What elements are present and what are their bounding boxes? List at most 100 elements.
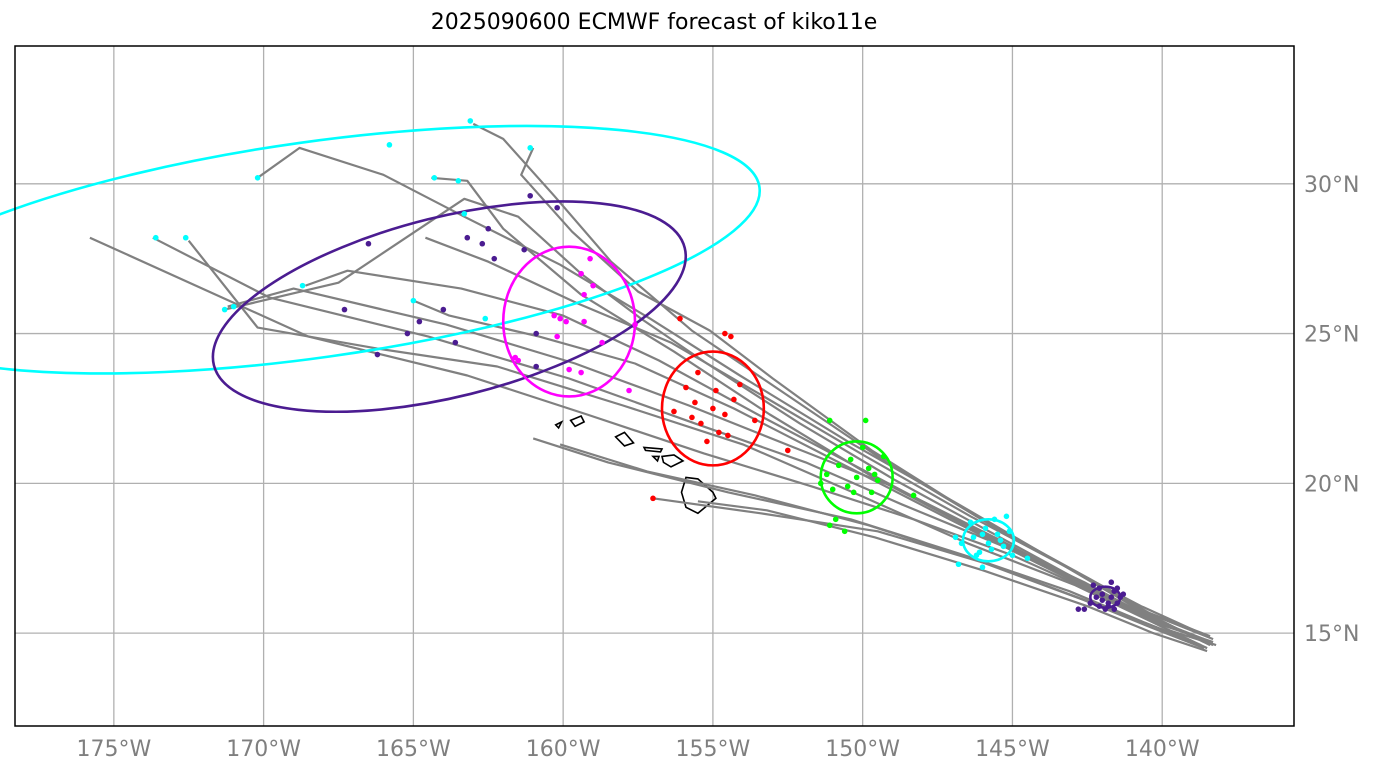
forecast-position-dot — [299, 282, 306, 289]
forecast-position-dot — [710, 405, 716, 412]
forecast-position-dot — [467, 118, 474, 124]
island-outline — [651, 455, 661, 463]
forecast-position-dot — [590, 282, 596, 289]
forecast-position-dot — [737, 381, 743, 388]
forecast-position-dot — [979, 531, 986, 538]
forecast-position-dot — [557, 315, 563, 322]
forecast-position-dot — [1102, 606, 1109, 612]
forecast-position-dot — [784, 447, 791, 454]
forecast-position-dot — [1009, 552, 1016, 559]
forecast-position-dot — [1024, 555, 1031, 562]
uncertainty-ellipse — [211, 200, 688, 414]
forecast-position-dot — [221, 306, 228, 313]
forecast-position-dot — [985, 540, 992, 547]
forecast-position-dot — [952, 534, 959, 541]
forecast-position-dot — [1096, 585, 1103, 592]
forecast-position-dot — [452, 339, 459, 346]
forecast-position-dot — [1099, 591, 1106, 597]
lat-tick-label: 20°N — [1304, 472, 1359, 497]
forecast-position-dot — [455, 178, 462, 184]
forecast-position-dot — [599, 339, 605, 346]
forecast-position-dot — [254, 175, 261, 181]
forecast-position-dot — [386, 142, 393, 148]
forecast-position-dot — [722, 411, 728, 418]
forecast-position-dot — [512, 354, 519, 361]
forecast-position-dot — [1006, 528, 1013, 535]
lon-tick-label: 175°W — [76, 737, 151, 762]
uncertainty-ellipse — [660, 350, 766, 467]
forecast-position-dot — [979, 564, 986, 571]
forecast-position-dot — [973, 552, 980, 559]
forecast-position-dot — [374, 351, 381, 358]
lat-tick-label: 15°N — [1304, 622, 1359, 647]
ensemble-track — [152, 236, 1214, 644]
forecast-position-dot — [865, 465, 872, 472]
forecast-position-dot — [1114, 585, 1121, 592]
lat-tick-label: 30°N — [1304, 173, 1359, 198]
forecast-position-dot — [859, 444, 866, 451]
map-frame — [14, 45, 1295, 727]
forecast-position-dot — [1003, 513, 1010, 520]
forecast-position-dot — [880, 453, 887, 460]
forecast-position-dot — [479, 240, 486, 247]
island-outline — [569, 414, 586, 428]
forecast-position-dot — [835, 462, 842, 469]
lon-tick-label: 145°W — [975, 737, 1050, 762]
forecast-position-dot — [853, 474, 860, 481]
forecast-position-dot — [152, 234, 159, 241]
forecast-position-dot — [692, 399, 698, 406]
forecast-position-dot — [341, 306, 348, 313]
forecast-position-dot — [410, 297, 417, 304]
latitude-labels: 30°N 25°N 20°N 15°N — [1304, 173, 1359, 647]
forecast-position-dot — [1111, 606, 1118, 612]
forecast-position-dot — [970, 534, 977, 541]
uncertainty-ellipse — [501, 245, 637, 398]
lat-tick-label: 25°N — [1304, 323, 1359, 348]
lon-tick-label: 165°W — [376, 737, 451, 762]
forecast-position-dot — [713, 387, 719, 394]
forecast-position-dot — [482, 315, 489, 322]
forecast-position-dot — [991, 516, 998, 523]
forecast-position-dot — [994, 531, 1001, 538]
forecast-position-dot — [677, 315, 683, 322]
forecast-position-dot — [527, 192, 533, 199]
forecast-position-dot — [1000, 543, 1007, 550]
forecast-position-dot — [587, 255, 593, 262]
forecast-position-dot — [874, 477, 881, 484]
forecast-position-dot — [527, 145, 533, 151]
forecast-position-dot — [563, 318, 569, 325]
forecast-position-dot — [826, 522, 833, 529]
forecast-position-dot — [485, 225, 492, 232]
island-outline — [554, 420, 564, 430]
forecast-position-dot — [695, 369, 701, 376]
forecast-position-dot — [988, 546, 995, 553]
forecast-position-dot — [1087, 600, 1094, 606]
ensemble-track — [520, 147, 1211, 638]
ensemble-track — [697, 500, 1208, 653]
forecast-position-dot — [533, 363, 539, 370]
ensemble-track — [256, 146, 1205, 644]
forecast-position-dot — [440, 306, 447, 313]
forecast-position-dot — [832, 516, 839, 523]
forecast-position-dot — [1105, 600, 1112, 606]
uncertainty-ellipse — [961, 518, 1016, 563]
forecast-position-dot — [581, 291, 587, 298]
forecast-position-dot — [182, 234, 189, 241]
forecast-position-dot — [817, 480, 824, 487]
forecast-position-dot — [1108, 579, 1115, 586]
forecast-position-dot — [716, 429, 722, 436]
forecast-position-dot — [533, 330, 539, 337]
forecast-position-dot — [431, 175, 438, 181]
forecast-position-dot — [230, 303, 237, 310]
island-outline — [661, 454, 685, 468]
ensemble-track — [559, 443, 1205, 650]
forecast-position-dot — [955, 561, 962, 568]
forecast-position-dot — [862, 417, 869, 424]
lon-tick-label: 155°W — [676, 737, 751, 762]
forecast-position-dot — [725, 432, 731, 439]
forecast-position-dot — [551, 312, 557, 319]
forecast-position-dot — [578, 369, 584, 376]
graticule — [15, 46, 1294, 726]
forecast-position-dot — [554, 204, 560, 211]
